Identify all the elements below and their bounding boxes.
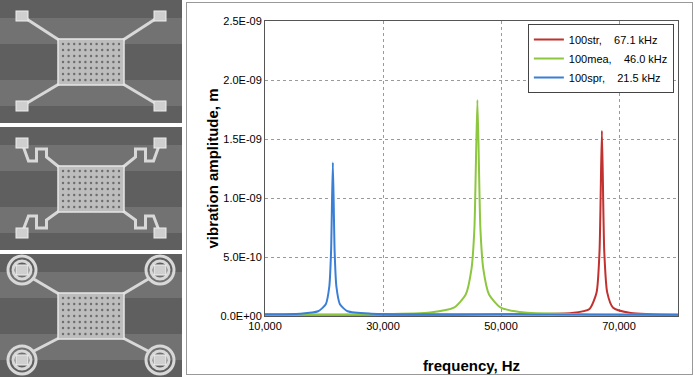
svg-text:30,000: 30,000 — [366, 320, 400, 332]
svg-text:70,000: 70,000 — [602, 320, 636, 332]
svg-text:vibration amplitude, m: vibration amplitude, m — [204, 88, 221, 248]
svg-text:100str, 67.1 kHz: 100str, 67.1 kHz — [569, 34, 658, 46]
svg-text:5.0E-10: 5.0E-10 — [223, 251, 262, 263]
svg-text:10,000: 10,000 — [248, 320, 282, 332]
svg-text:1.0E-09: 1.0E-09 — [223, 192, 262, 204]
svg-text:50,000: 50,000 — [484, 320, 518, 332]
svg-text:0.0E+00: 0.0E+00 — [221, 310, 262, 322]
svg-text:100mea, 46.0 kHz: 100mea, 46.0 kHz — [569, 53, 667, 65]
svg-text:100spr, 21.5 kHz: 100spr, 21.5 kHz — [569, 72, 661, 84]
svg-text:2.0E-09: 2.0E-09 — [223, 74, 262, 86]
svg-text:1.5E-09: 1.5E-09 — [223, 133, 262, 145]
svg-text:2.5E-09: 2.5E-09 — [223, 15, 262, 27]
svg-text:frequency, Hz: frequency, Hz — [423, 357, 520, 374]
